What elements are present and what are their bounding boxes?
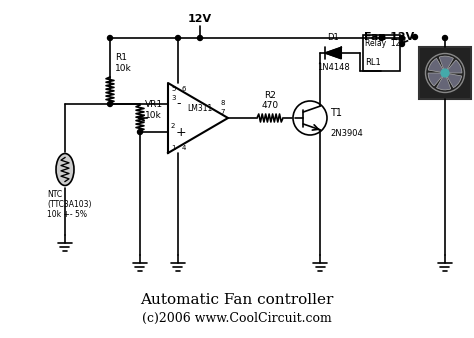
Text: Relay  12V: Relay 12V (365, 39, 406, 48)
Ellipse shape (56, 153, 74, 186)
Text: T1: T1 (330, 108, 342, 118)
Circle shape (379, 35, 384, 41)
Text: Fan 12V: Fan 12V (364, 32, 414, 42)
Circle shape (108, 35, 112, 41)
Circle shape (400, 42, 404, 47)
Circle shape (108, 101, 112, 106)
Text: 12V: 12V (188, 14, 212, 24)
Text: R1
10k: R1 10k (115, 53, 132, 73)
Text: 6: 6 (182, 86, 186, 92)
Text: 7: 7 (220, 109, 225, 115)
Text: 8: 8 (220, 100, 225, 106)
Circle shape (441, 69, 449, 77)
Wedge shape (437, 73, 451, 90)
Bar (363, 35, 400, 71)
Wedge shape (445, 60, 462, 73)
Circle shape (175, 35, 181, 41)
Text: 2N3904: 2N3904 (330, 128, 363, 138)
Circle shape (443, 35, 447, 41)
Text: (c)2006 www.CoolCircuit.com: (c)2006 www.CoolCircuit.com (142, 312, 332, 324)
Text: 1N4148: 1N4148 (317, 63, 349, 72)
Circle shape (400, 35, 404, 41)
Polygon shape (325, 47, 341, 58)
Text: 2: 2 (171, 123, 175, 129)
Text: -: - (176, 97, 181, 111)
Text: 1: 1 (171, 145, 175, 151)
Text: Automatic Fan controller: Automatic Fan controller (140, 293, 334, 307)
Text: 5: 5 (171, 86, 175, 92)
FancyBboxPatch shape (419, 47, 471, 99)
Wedge shape (428, 73, 445, 86)
Circle shape (198, 35, 202, 41)
Wedge shape (445, 73, 462, 88)
Text: D1: D1 (328, 33, 339, 42)
Wedge shape (439, 56, 454, 73)
Text: VR1
10k: VR1 10k (145, 100, 163, 120)
Text: LM311: LM311 (187, 104, 213, 113)
Text: +: + (176, 125, 187, 139)
Text: 3: 3 (171, 95, 175, 101)
Circle shape (412, 34, 418, 40)
Circle shape (137, 129, 143, 135)
Text: 4: 4 (182, 145, 186, 151)
Text: NTC
(TTC3A103)
10k +- 5%: NTC (TTC3A103) 10k +- 5% (47, 190, 91, 219)
Text: R2
470: R2 470 (262, 91, 279, 110)
Wedge shape (428, 58, 445, 73)
Text: RL1: RL1 (365, 58, 381, 67)
